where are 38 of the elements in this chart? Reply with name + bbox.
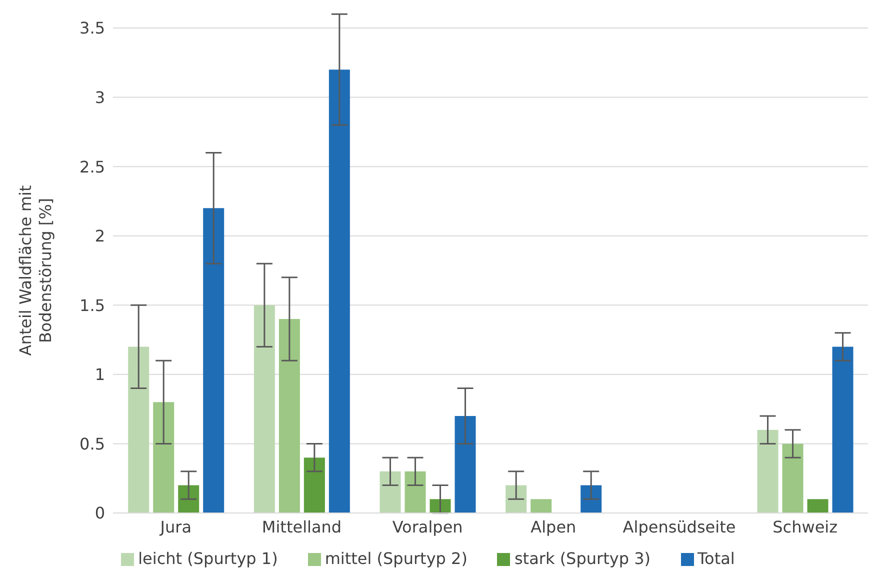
bar bbox=[328, 70, 350, 513]
x-tick-label: Alpen bbox=[530, 517, 576, 536]
bar bbox=[203, 208, 224, 513]
x-tick-label: Mittelland bbox=[262, 517, 342, 536]
x-tick-label: Voralpen bbox=[392, 517, 463, 536]
y-tick-label: 2.5 bbox=[80, 157, 105, 176]
x-tick-label: Alpensüdseite bbox=[622, 517, 736, 536]
legend-label: stark (Spurtyp 3) bbox=[514, 549, 650, 568]
bar bbox=[178, 485, 200, 513]
y-tick-label: 1 bbox=[94, 365, 105, 384]
bar bbox=[128, 346, 150, 513]
bar bbox=[454, 416, 476, 513]
y-tick-label: 3 bbox=[94, 88, 105, 107]
bar bbox=[580, 485, 602, 513]
y-tick-label: 1.5 bbox=[80, 296, 105, 315]
legend-label: mittel (Spurtyp 2) bbox=[324, 549, 468, 568]
legend-label: Total bbox=[698, 549, 735, 568]
y-tick-label: 3.5 bbox=[80, 18, 105, 38]
y-tick-label: 0.5 bbox=[80, 434, 105, 454]
bar bbox=[530, 499, 552, 513]
x-tick-label: Schweiz bbox=[772, 517, 838, 536]
y-tick-label: 2 bbox=[94, 226, 105, 246]
y-tick-label: 0 bbox=[94, 504, 105, 523]
bar bbox=[430, 499, 451, 513]
x-tick-label: Jura bbox=[159, 517, 192, 536]
legend-label: leicht (Spurtyp 1) bbox=[138, 549, 278, 568]
y-axis-title: Anteil Waldfläche mit Bodenstörung [%] bbox=[16, 185, 55, 356]
bar bbox=[404, 471, 426, 513]
bar bbox=[782, 444, 804, 513]
bar bbox=[278, 319, 300, 513]
bar bbox=[807, 499, 828, 513]
bar bbox=[254, 305, 275, 513]
bar bbox=[304, 458, 325, 513]
bar bbox=[832, 346, 854, 513]
bar bbox=[380, 471, 401, 513]
bar bbox=[506, 485, 527, 513]
bar bbox=[757, 430, 778, 513]
bar bbox=[153, 402, 174, 513]
